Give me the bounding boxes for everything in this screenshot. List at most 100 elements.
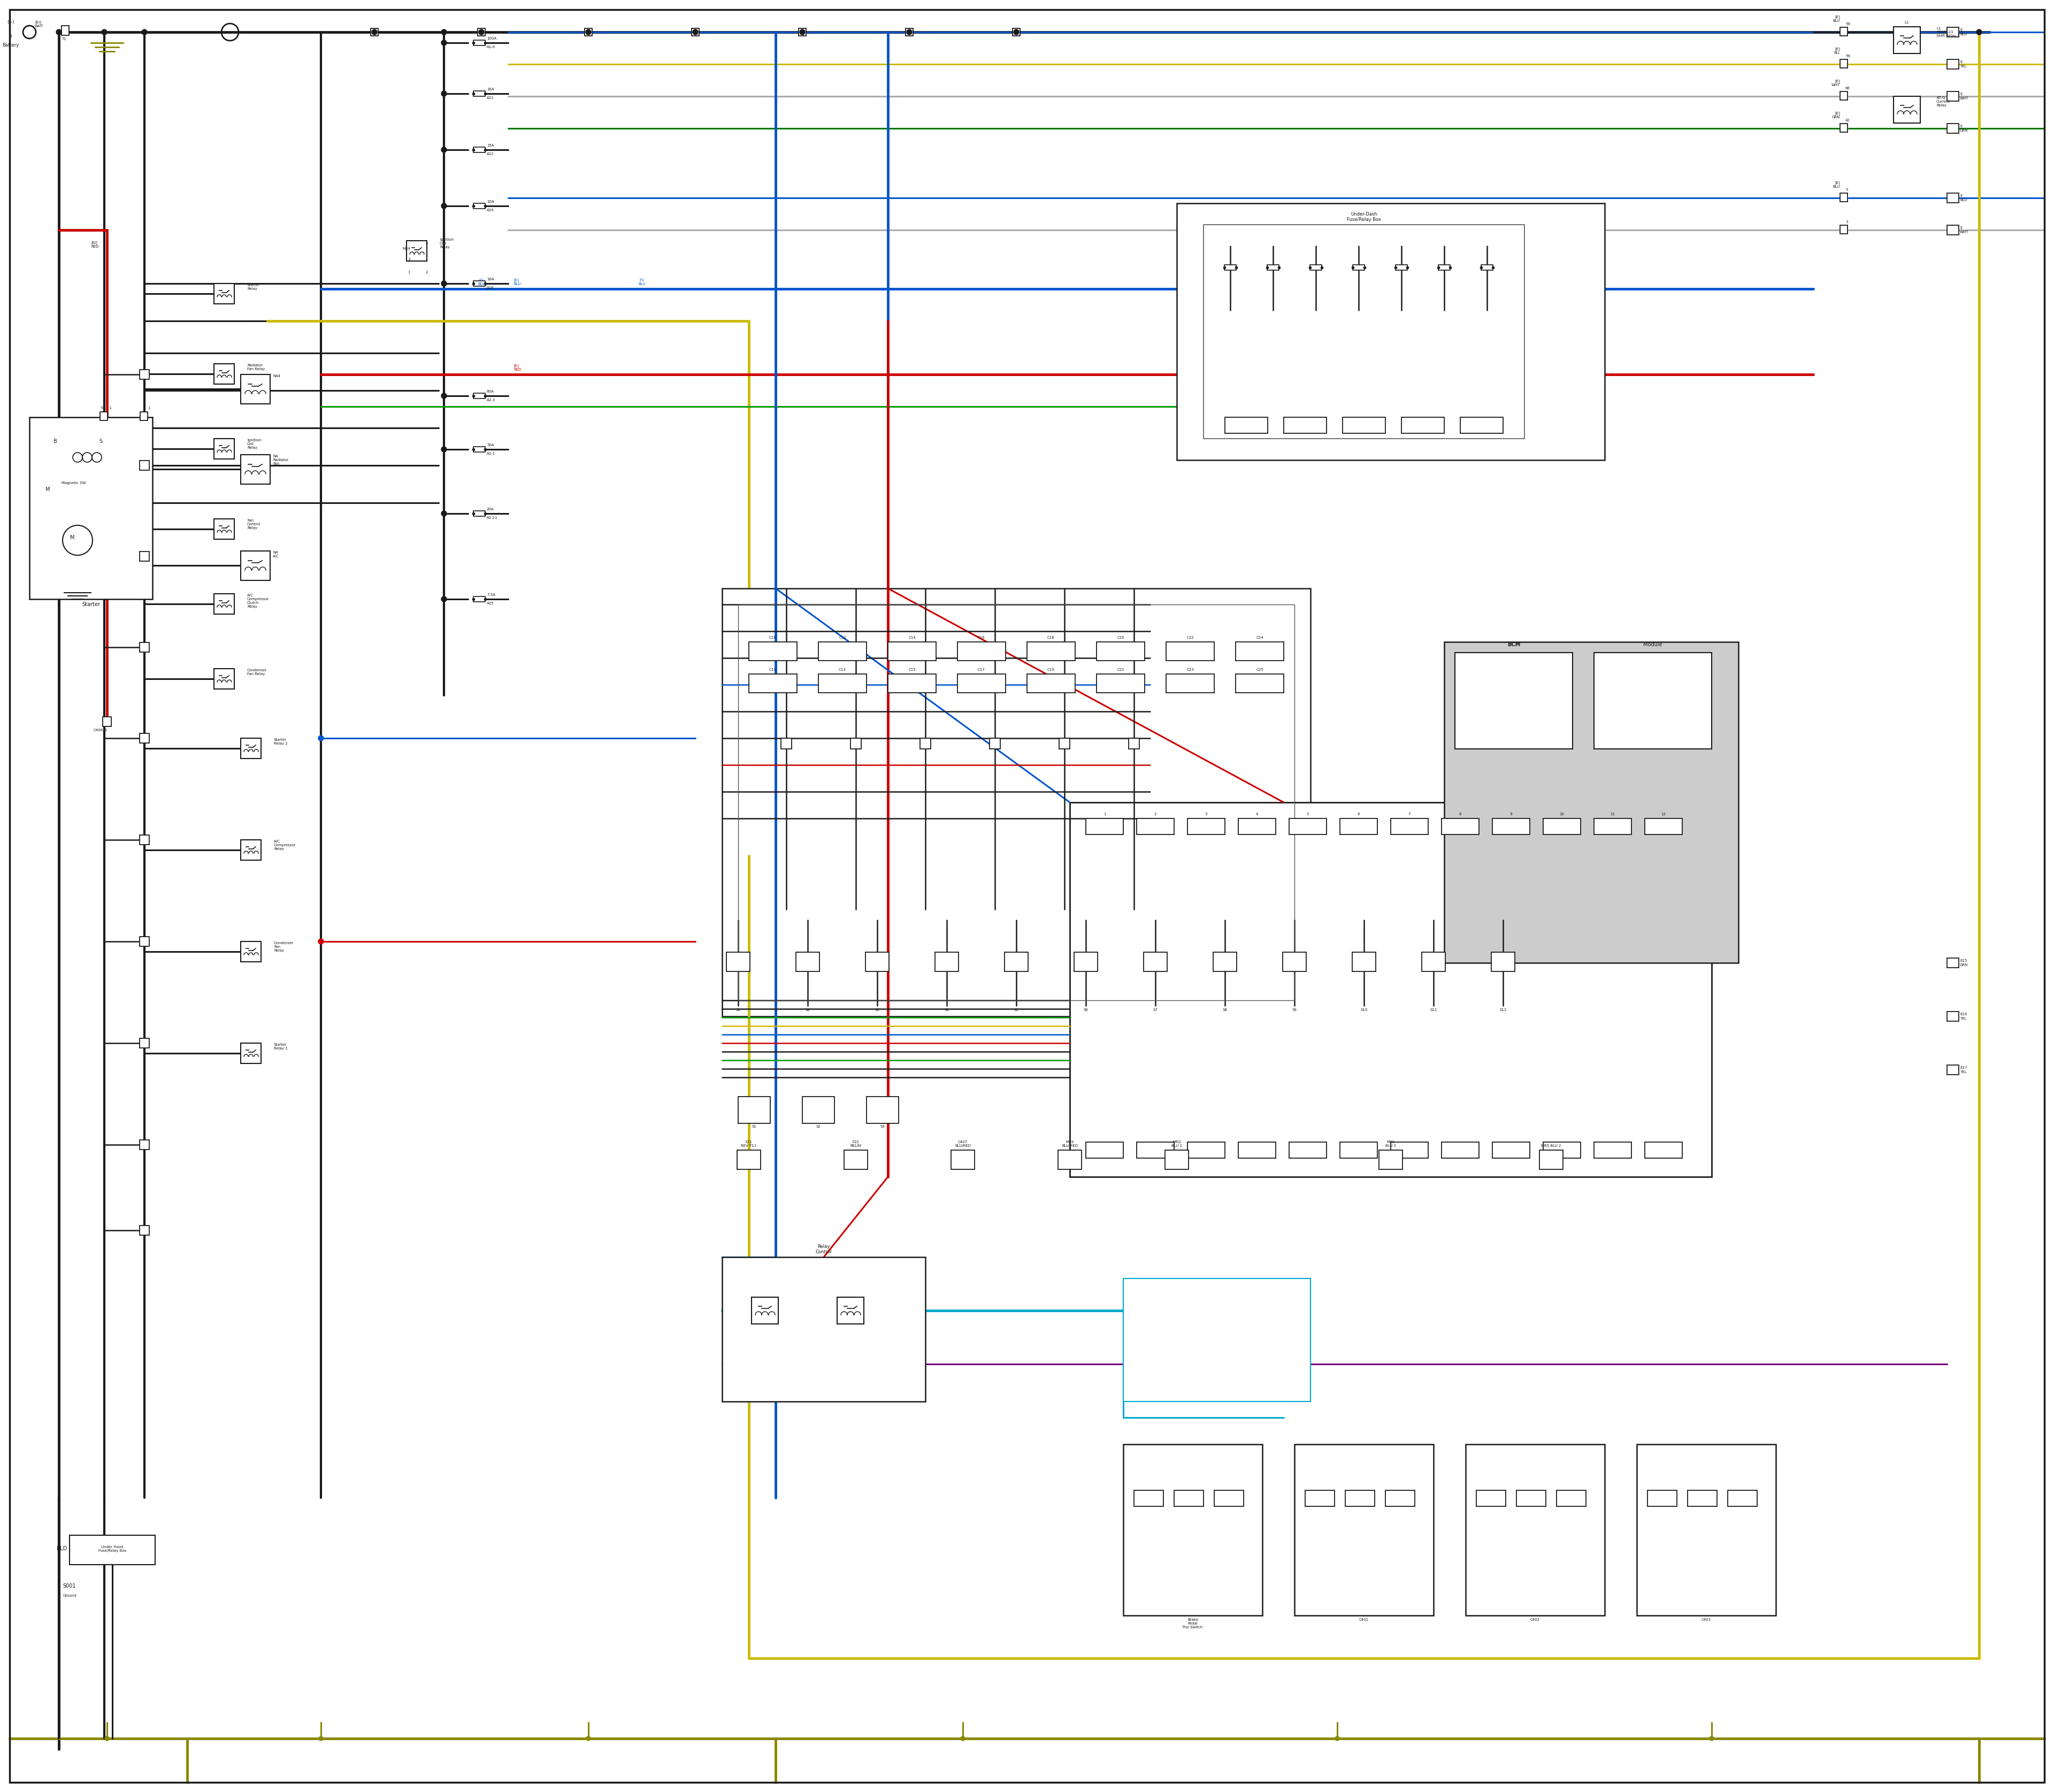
Circle shape: [585, 1736, 592, 1740]
Text: S3: S3: [875, 1009, 879, 1011]
Bar: [70, 1536, 156, 1564]
Bar: [472, 147, 485, 152]
Bar: [1947, 91, 1960, 100]
Text: C401: C401: [1360, 1618, 1368, 1622]
Bar: [838, 1297, 865, 1324]
Text: C14: C14: [908, 636, 916, 640]
Bar: [1134, 1491, 1163, 1507]
Circle shape: [442, 29, 446, 34]
Bar: [479, 29, 485, 36]
Text: 59: 59: [1844, 54, 1851, 57]
Text: 8: 8: [1458, 812, 1462, 815]
Bar: [797, 952, 820, 971]
Text: T1: T1: [62, 38, 66, 41]
Circle shape: [1976, 29, 1982, 34]
Text: 3: 3: [407, 258, 411, 262]
Text: 10A: 10A: [487, 201, 495, 202]
Bar: [781, 738, 791, 749]
Text: A/C
Compressor
Clutch
Relay: A/C Compressor Clutch Relay: [246, 593, 269, 607]
Bar: [1493, 1142, 1530, 1158]
Text: Condenser
Fan
Relay: Condenser Fan Relay: [273, 941, 294, 952]
Bar: [1354, 265, 1364, 271]
Text: E
BLU: E BLU: [1960, 195, 1968, 201]
Text: S12: S12: [1499, 1009, 1506, 1011]
Bar: [1167, 674, 1214, 694]
Text: A2-1: A2-1: [487, 452, 495, 455]
Bar: [990, 738, 1000, 749]
Text: S1: S1: [752, 1125, 756, 1129]
Bar: [1594, 819, 1631, 835]
Bar: [887, 642, 937, 661]
Text: 7: 7: [1409, 812, 1411, 815]
Circle shape: [318, 1736, 322, 1740]
Text: 1: 1: [407, 271, 411, 274]
Circle shape: [105, 1736, 109, 1740]
Text: E17
YEL: E17 YEL: [1960, 1066, 1968, 1073]
Text: 5: 5: [1844, 188, 1849, 192]
Text: Starter: Starter: [82, 602, 101, 607]
Text: Ignition
Coil
Relay: Ignition Coil Relay: [440, 238, 454, 249]
Bar: [140, 1140, 150, 1149]
Bar: [1543, 819, 1582, 835]
Text: C11: C11: [770, 668, 776, 672]
Bar: [1491, 952, 1516, 971]
Bar: [1167, 642, 1214, 661]
Text: [EI]
WHT: [EI] WHT: [35, 20, 43, 29]
Text: S9: S9: [1292, 1009, 1296, 1011]
Text: C10: C10: [770, 636, 776, 640]
Bar: [472, 597, 485, 602]
Circle shape: [442, 147, 446, 152]
Text: S11: S11: [1430, 1009, 1438, 1011]
Circle shape: [318, 735, 325, 740]
Text: S8: S8: [1222, 1009, 1228, 1011]
Bar: [1224, 418, 1267, 434]
Text: Battery: Battery: [2, 43, 18, 48]
Text: F2
BLU: F2 BLU: [479, 280, 485, 285]
Bar: [817, 674, 867, 694]
Bar: [1013, 29, 1021, 36]
Bar: [1187, 819, 1224, 835]
Text: C15: C15: [908, 668, 916, 672]
Text: N44: N44: [273, 375, 279, 378]
Bar: [62, 25, 70, 36]
Bar: [1947, 959, 1960, 968]
Bar: [140, 643, 150, 652]
Text: E16
YEL: E16 YEL: [1960, 1012, 1968, 1020]
Circle shape: [442, 39, 446, 45]
Text: C406: C406: [94, 729, 103, 731]
Text: 9: 9: [1510, 812, 1512, 815]
Bar: [140, 412, 148, 421]
Text: Starter
Relay 2: Starter Relay 2: [273, 738, 288, 745]
Bar: [140, 1038, 150, 1048]
Bar: [1027, 674, 1074, 694]
Bar: [1087, 819, 1124, 835]
Bar: [214, 668, 234, 688]
Bar: [472, 446, 485, 452]
Bar: [240, 375, 271, 403]
Text: C19: C19: [1048, 668, 1056, 672]
Bar: [585, 29, 592, 36]
Bar: [1947, 226, 1960, 235]
Bar: [1204, 224, 1524, 439]
Text: E
YEL: E YEL: [1960, 61, 1966, 68]
Bar: [370, 29, 378, 36]
Text: N4
A/C: N4 A/C: [273, 550, 279, 557]
Bar: [1947, 59, 1960, 70]
Bar: [1294, 1444, 1434, 1615]
Bar: [1391, 1142, 1428, 1158]
Bar: [1214, 952, 1237, 971]
Bar: [1175, 1491, 1204, 1507]
Text: M: M: [45, 487, 49, 493]
Bar: [1087, 1142, 1124, 1158]
Bar: [1239, 819, 1276, 835]
Text: A29: A29: [487, 208, 495, 211]
Bar: [1645, 1142, 1682, 1158]
Circle shape: [442, 91, 446, 97]
Text: 100A: 100A: [487, 38, 497, 39]
Bar: [1304, 1491, 1335, 1507]
Bar: [1177, 202, 1604, 461]
Bar: [1290, 819, 1327, 835]
Text: C20: C20: [1117, 636, 1124, 640]
Bar: [1438, 265, 1450, 271]
Bar: [101, 412, 107, 421]
